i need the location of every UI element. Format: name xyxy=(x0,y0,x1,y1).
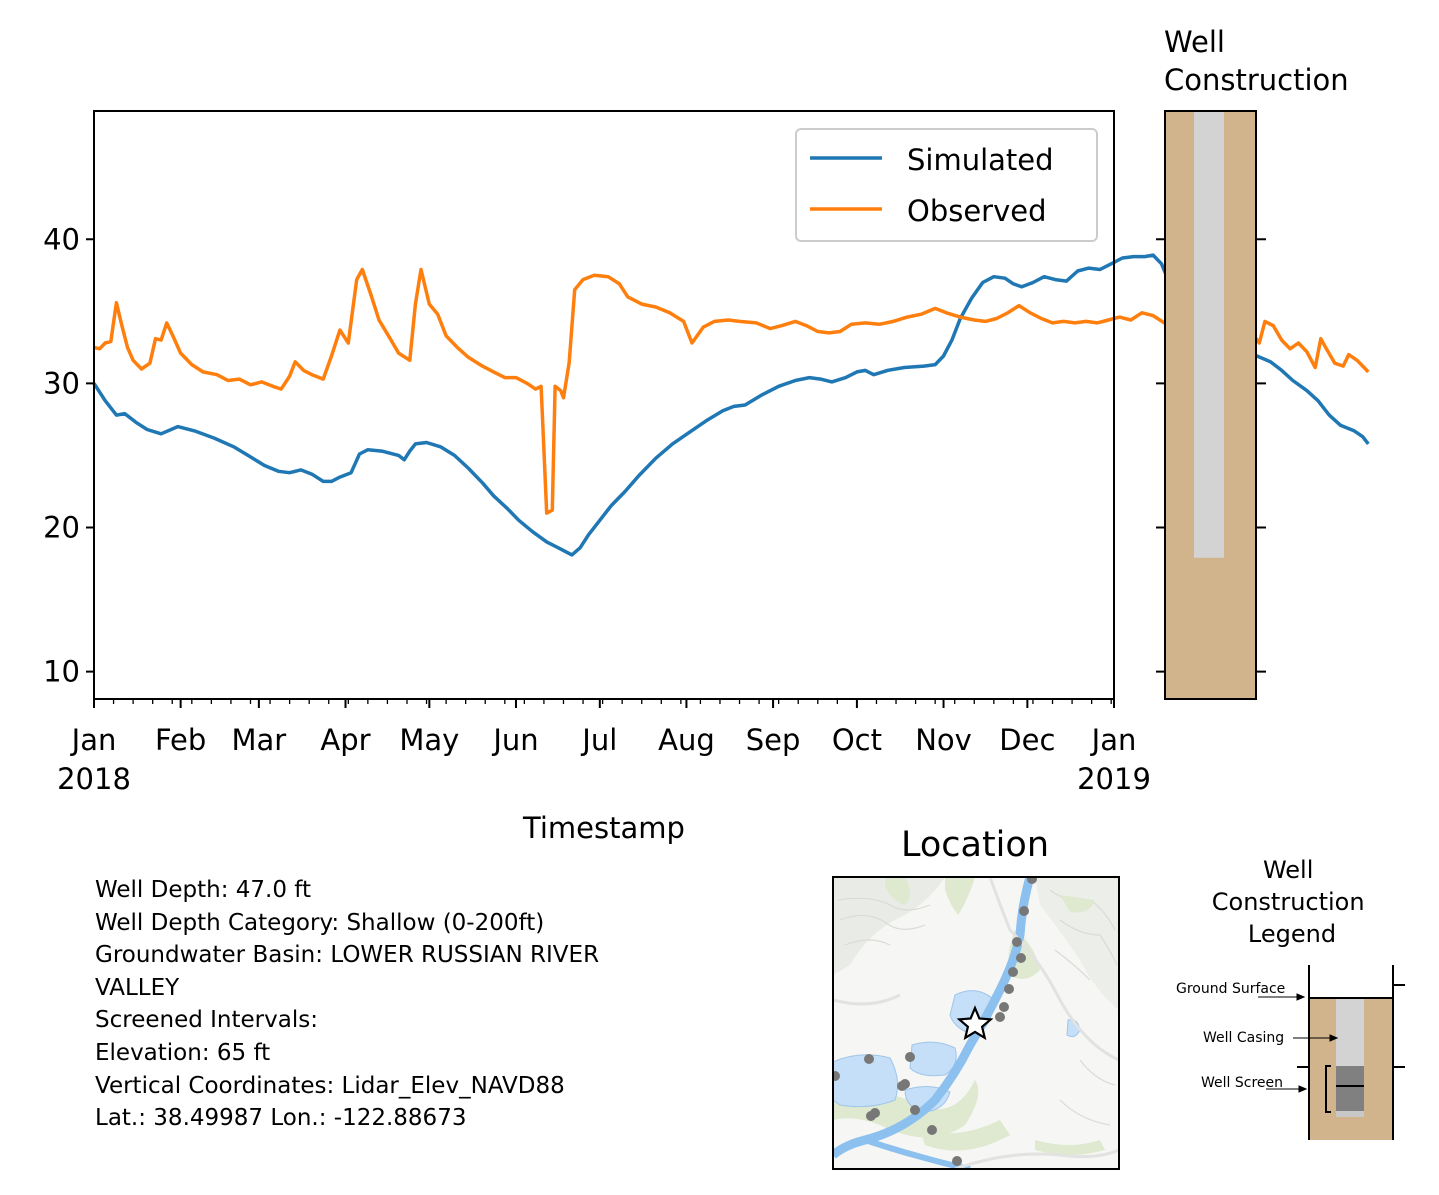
map-well-point xyxy=(897,1081,907,1091)
hydrograph-chart: 10 20 30 40 Jan 2018 Feb Mar Apr May Jun Jul Aug Sep… xyxy=(43,110,1370,845)
well-construction-legend: Well Construction Legend Ground Surface … xyxy=(1176,856,1405,1140)
x-axis-label: Timestamp xyxy=(522,811,685,845)
x-tick-label-month: Jan xyxy=(1090,723,1137,757)
well-construction-title: Well Construction xyxy=(1164,25,1349,97)
legend-casing xyxy=(1336,998,1364,1066)
map-river-lower xyxy=(864,1137,971,1169)
legend-screen xyxy=(1336,1066,1364,1111)
location-map-panel: Location xyxy=(832,825,1120,1170)
y-tick-label: 30 xyxy=(43,366,80,400)
map-well-point xyxy=(1016,953,1026,963)
map-well-point xyxy=(999,1002,1009,1012)
well-column-frame xyxy=(1164,110,1257,700)
map-hill-shade xyxy=(833,877,945,975)
legend-panel-title-line1: Well xyxy=(1263,856,1313,884)
info-screened-intervals: Screened Intervals: xyxy=(95,1007,318,1034)
map-hill-shade-east xyxy=(1035,877,1119,1010)
map-well-point xyxy=(1008,967,1018,977)
legend-label-simulated: Simulated xyxy=(907,143,1054,177)
location-map-title: Location xyxy=(901,825,1049,865)
legend-label-ground-surface: Ground Surface xyxy=(1176,981,1285,997)
x-tick-label-year: 2019 xyxy=(1077,762,1151,796)
x-tick-label-month: Oct xyxy=(832,723,882,757)
well-casing-bar xyxy=(1194,111,1224,558)
info-lat-lon: Lat.: 38.49987 Lon.: -122.88673 xyxy=(95,1105,467,1132)
legend-arrows xyxy=(1258,993,1339,1093)
well-construction-panel: Well Construction xyxy=(1156,25,1349,700)
location-map xyxy=(833,877,1119,1169)
x-tick-label-month: Jul xyxy=(580,723,617,757)
x-tick-label-month: Jun xyxy=(491,723,538,757)
info-basin: Groundwater Basin: LOWER RUSSIAN RIVER xyxy=(95,942,600,969)
map-roads xyxy=(833,877,1119,1169)
map-well-point xyxy=(1004,984,1014,994)
x-tick-label-month: Aug xyxy=(658,723,715,757)
info-depth-category: Well Depth Category: Shallow (0-200ft) xyxy=(95,909,545,936)
well-construction-title-line1: Well xyxy=(1164,25,1225,59)
x-tick-label-year: 2018 xyxy=(57,762,131,796)
info-elevation: Elevation: 65 ft xyxy=(95,1039,271,1066)
map-well-point xyxy=(910,1105,920,1115)
map-well-point xyxy=(995,1012,1005,1022)
legend-frame-lines xyxy=(1297,965,1405,1140)
x-tick-label-month: Sep xyxy=(746,723,801,757)
well-location-star-icon xyxy=(956,1005,994,1041)
legend-label-observed: Observed xyxy=(907,194,1047,228)
y-axis: 10 20 30 40 xyxy=(43,222,94,689)
y-tick-label: 20 xyxy=(43,511,80,545)
map-well-point xyxy=(864,1054,874,1064)
legend-label-well-casing: Well Casing xyxy=(1203,1030,1284,1046)
map-well-point xyxy=(1012,937,1022,947)
well-construction-title-line2: Construction xyxy=(1164,63,1349,97)
x-tick-label-month: Dec xyxy=(999,723,1055,757)
well-info-text: Well Depth: 47.0 ft Well Depth Category:… xyxy=(95,874,599,1135)
info-well-depth: Well Depth: 47.0 ft xyxy=(95,877,311,903)
info-vertical-coordinates: Vertical Coordinates: Lidar_Elev_NAVD88 xyxy=(95,1072,565,1099)
map-well-point xyxy=(905,1052,915,1062)
map-well-point xyxy=(927,1125,937,1135)
x-tick-label-month: Feb xyxy=(155,723,206,757)
y-tick-label: 10 xyxy=(43,655,80,689)
map-well-point xyxy=(1019,906,1029,916)
map-well-points xyxy=(833,877,1037,1166)
x-axis: Jan 2018 Feb Mar Apr May Jun Jul Aug Sep Oct Nov Dec… xyxy=(57,699,1151,796)
legend-panel-title: Well Construction Legend xyxy=(1212,856,1372,948)
x-tick-label-month: Apr xyxy=(320,723,370,757)
info-basin-continued: VALLEY xyxy=(95,974,180,1001)
legend-panel-title-line3: Legend xyxy=(1248,920,1336,948)
x-tick-label-month: May xyxy=(399,723,459,757)
legend-panel-title-line2: Construction xyxy=(1212,888,1365,916)
map-well-point xyxy=(833,1071,840,1081)
plot-frame xyxy=(93,110,1115,700)
y-tick-label: 40 xyxy=(43,222,80,256)
map-well-point xyxy=(1027,877,1037,884)
legend-label-well-screen: Well Screen xyxy=(1201,1075,1283,1091)
x-tick-label-month: Jan xyxy=(70,723,117,757)
chart-legend: Simulated Observed xyxy=(795,128,1098,242)
location-map-frame xyxy=(832,876,1120,1170)
well-column-ticks xyxy=(1156,238,1266,673)
map-well-point xyxy=(866,1111,876,1121)
x-tick-label-month: Nov xyxy=(915,723,972,757)
x-tick-label-month: Mar xyxy=(232,723,287,757)
legend-screen-bottom xyxy=(1336,1111,1364,1117)
map-water xyxy=(833,990,1081,1113)
map-well-point xyxy=(952,1156,962,1166)
